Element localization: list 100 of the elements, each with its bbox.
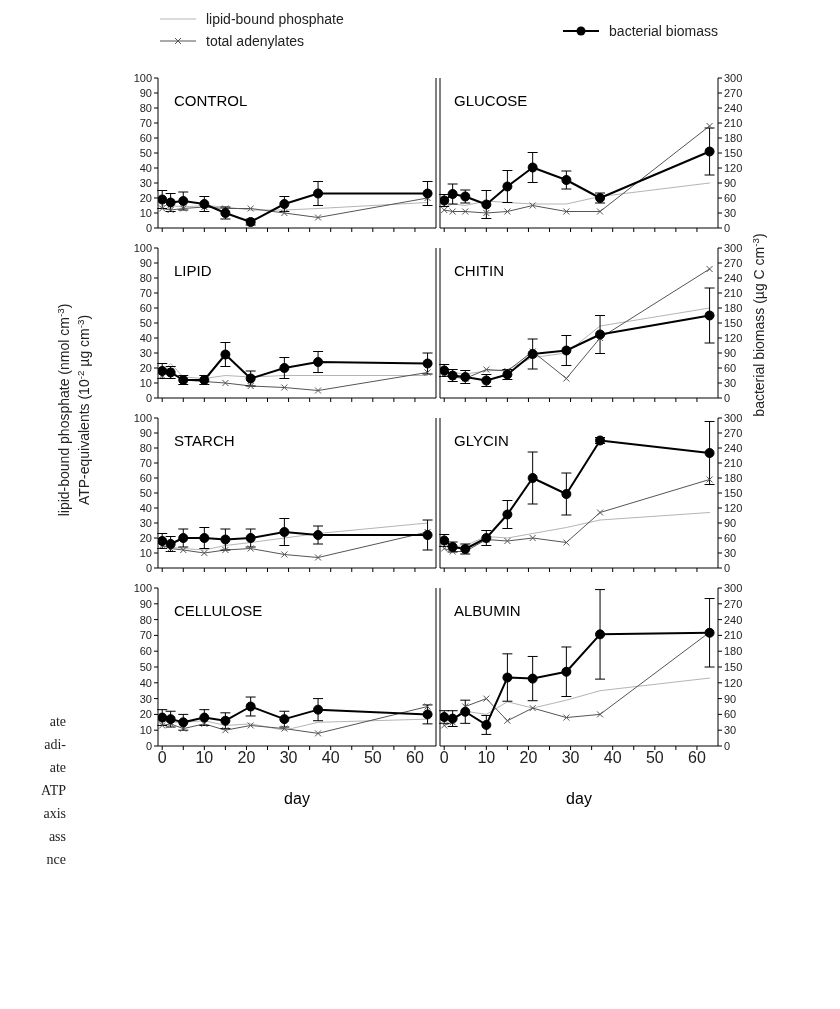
y-tick-label: 210	[724, 116, 743, 129]
y-tick-label: 90	[724, 692, 737, 705]
x-tick-label: 60	[688, 749, 706, 767]
y-tick-label: 30	[724, 206, 737, 219]
x-tick-label: 20	[237, 749, 256, 767]
y-tick-label: 90	[724, 346, 737, 359]
y-tick-label: 210	[724, 629, 743, 642]
x-tick-label: 30	[561, 749, 580, 767]
x-tick-label: 0	[157, 749, 167, 767]
y-tick-label: 90	[724, 176, 737, 189]
text: GLYCIN	[454, 432, 509, 449]
text: GLUCOSE	[454, 92, 528, 109]
y-tick-label: 150	[724, 146, 743, 159]
y-tick-label: 100	[133, 71, 152, 84]
y-tick-label: 30	[139, 692, 152, 705]
text: CONTROL	[174, 92, 248, 109]
y-tick-label: 150	[724, 660, 743, 673]
x-tick-label: 30	[279, 749, 298, 767]
y-tick-label: 240	[724, 101, 743, 114]
y-tick-label: 240	[724, 271, 743, 284]
y-tick-label: 60	[724, 531, 737, 544]
text: CHITIN	[454, 262, 504, 279]
y-tick-label: 0	[145, 221, 152, 234]
y-tick-label: 60	[724, 708, 737, 721]
y-tick-label: 180	[724, 471, 743, 484]
y-tick-label: 240	[724, 613, 743, 626]
text: ATP	[40, 782, 66, 800]
y-tick-label: 50	[139, 146, 152, 159]
y-tick-label: 30	[139, 346, 152, 359]
y-tick-label: 0	[145, 391, 152, 404]
y-tick-label: 60	[724, 361, 737, 374]
text: ass	[47, 828, 66, 846]
x-axis-title: day	[566, 790, 592, 807]
y-tick-label: 40	[139, 331, 152, 344]
y-tick-label: 70	[139, 286, 152, 299]
y-tick-label: 270	[724, 426, 743, 439]
text: ALBUMIN	[454, 602, 521, 619]
y-tick-label: 40	[139, 161, 152, 174]
y-tick-label: 0	[724, 739, 731, 752]
y-tick-label: 50	[139, 660, 152, 673]
y-tick-label: 40	[139, 676, 152, 689]
y-tick-label: 270	[724, 597, 743, 610]
text: ate	[48, 713, 66, 731]
y-tick-label: 80	[139, 271, 152, 284]
y-tick-label: 0	[724, 561, 731, 574]
y-tick-label: 120	[724, 676, 743, 689]
y-tick-label: 20	[139, 531, 152, 544]
y-tick-label: 70	[139, 629, 152, 642]
y-tick-label: 210	[724, 456, 743, 469]
text: LIPID	[174, 262, 212, 279]
y-tick-label: 30	[139, 176, 152, 189]
y-tick-label: 270	[724, 256, 743, 269]
y-tick-label: 0	[145, 739, 152, 752]
y-tick-label: 30	[724, 724, 737, 737]
y-tick-label: 150	[724, 486, 743, 499]
x-tick-label: 20	[519, 749, 538, 767]
y-tick-label: 30	[724, 546, 737, 559]
y-tick-label: 10	[139, 206, 152, 219]
y-tick-label: 80	[139, 613, 152, 626]
y-tick-label: 300	[724, 241, 743, 254]
y-tick-label: 20	[139, 191, 152, 204]
text: STARCH	[174, 432, 235, 449]
y-tick-label: 50	[139, 486, 152, 499]
y-tick-label: 300	[724, 411, 743, 424]
y-tick-label: 60	[139, 301, 152, 314]
y-tick-label: 60	[724, 191, 737, 204]
y-tick-label: 90	[139, 86, 152, 99]
y-tick-label: 10	[139, 724, 152, 737]
y-tick-label: 10	[139, 546, 152, 559]
y-tick-label: 180	[724, 301, 743, 314]
x-tick-label: 50	[645, 749, 664, 767]
text: CELLULOSE	[174, 602, 263, 619]
x-tick-label: 0	[439, 749, 449, 767]
y-tick-label: 120	[724, 331, 743, 344]
x-tick-label: 50	[363, 749, 382, 767]
y-tick-label: 20	[139, 708, 152, 721]
y-tick-label: 180	[724, 645, 743, 658]
y-tick-label: 70	[139, 116, 152, 129]
y-tick-label: 60	[139, 471, 152, 484]
y-tick-label: 80	[139, 101, 152, 114]
y-tick-label: 120	[724, 161, 743, 174]
y-tick-label: 90	[724, 516, 737, 529]
y-tick-label: 20	[139, 361, 152, 374]
legend-label: lipid-bound phosphate	[206, 11, 344, 27]
y-tick-label: 100	[133, 411, 152, 424]
legend-label: total adenylates	[206, 33, 305, 49]
y-tick-label: 210	[724, 286, 743, 299]
x-tick-label: 10	[195, 749, 214, 767]
y-tick-label: 50	[139, 316, 152, 329]
y-tick-label: 100	[133, 241, 152, 254]
y-tick-label: 90	[139, 256, 152, 269]
x-tick-label: 40	[603, 749, 622, 767]
y-tick-label: 150	[724, 316, 743, 329]
text: axis	[42, 805, 66, 823]
y-tick-label: 180	[724, 131, 743, 144]
y-tick-label: 80	[139, 441, 152, 454]
y-tick-label: 70	[139, 456, 152, 469]
y-tick-label: 40	[139, 501, 152, 514]
text: ate	[48, 759, 66, 777]
x-axis-title: day	[284, 790, 310, 807]
